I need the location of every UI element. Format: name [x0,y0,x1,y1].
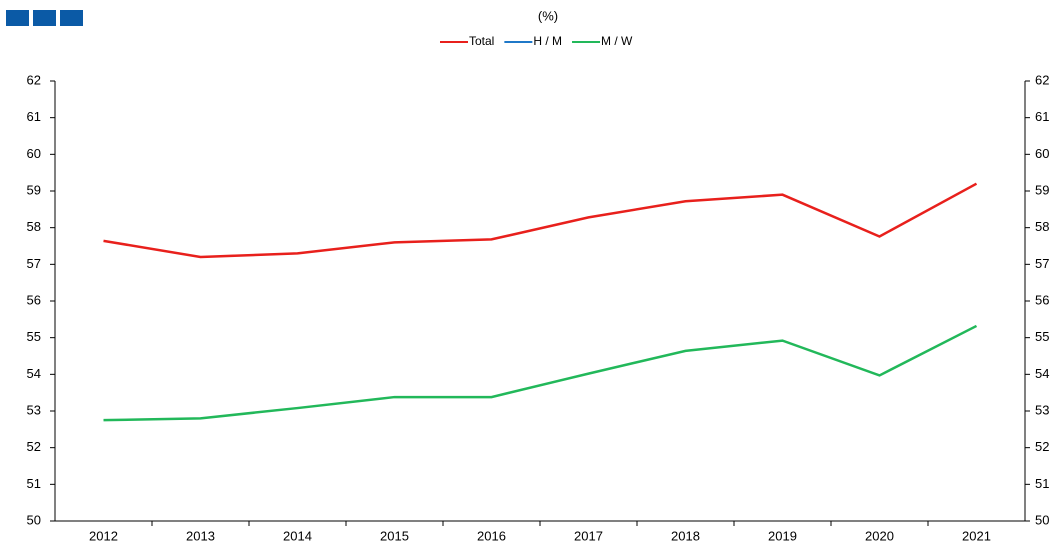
y-tick-label: 57 [27,256,41,271]
y-tick-label: 58 [27,219,41,234]
y2-tick-label: 62 [1035,72,1049,87]
x-tick-label: 2015 [380,528,409,542]
y-tick-label: 60 [27,146,41,161]
y-tick-label: 56 [27,292,41,307]
y-tick-label: 55 [27,329,41,344]
y2-tick-label: 56 [1035,292,1049,307]
y2-tick-label: 57 [1035,256,1049,271]
y-tick-label: 62 [27,72,41,87]
y-tick-label: 54 [27,366,41,381]
legend-label: H / M [533,34,562,48]
x-tick-label: 2013 [186,528,215,542]
y-tick-label: 53 [27,402,41,417]
y-tick-label: 61 [27,109,41,124]
y2-tick-label: 60 [1035,146,1049,161]
y2-tick-label: 50 [1035,512,1049,527]
logo-block [33,10,56,26]
y2-tick-label: 53 [1035,402,1049,417]
y2-tick-label: 51 [1035,476,1049,491]
x-tick-label: 2019 [768,528,797,542]
legend-label: Total [469,34,494,48]
y-tick-label: 52 [27,439,41,454]
y2-tick-label: 52 [1035,439,1049,454]
y2-tick-label: 61 [1035,109,1049,124]
x-tick-label: 2020 [865,528,894,542]
x-tick-label: 2021 [962,528,991,542]
y-tick-label: 50 [27,512,41,527]
y2-tick-label: 59 [1035,182,1049,197]
series-line [103,182,978,259]
y2-tick-label: 54 [1035,366,1049,381]
x-tick-label: 2016 [477,528,506,542]
logo-block [60,10,83,26]
series-line [103,324,978,422]
x-tick-label: 2014 [283,528,312,542]
x-tick-label: 2012 [89,528,118,542]
chart-subtitle: (%) [538,8,558,23]
y2-tick-label: 58 [1035,219,1049,234]
y2-tick-label: 55 [1035,329,1049,344]
y-tick-label: 51 [27,476,41,491]
legend-label: M / W [601,34,633,48]
x-tick-label: 2018 [671,528,700,542]
logo-block [6,10,29,26]
x-tick-label: 2017 [574,528,603,542]
y-tick-label: 59 [27,182,41,197]
